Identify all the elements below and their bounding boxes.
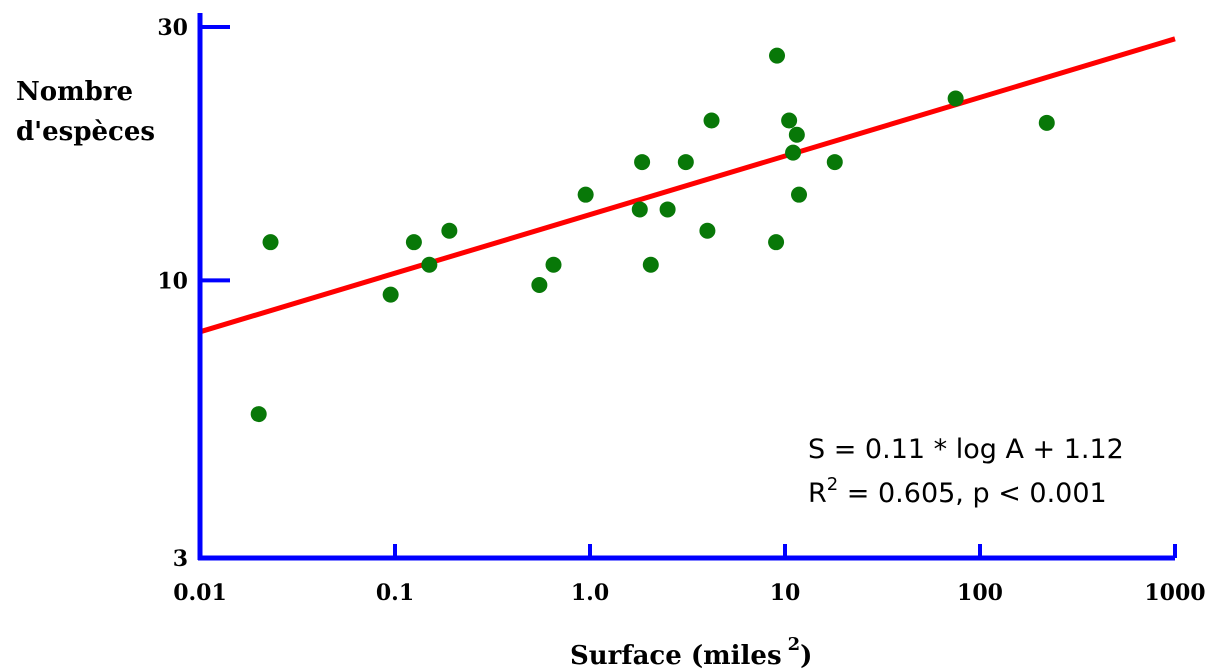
data-point [531,277,548,294]
x-tick-label: 1000 [1144,580,1205,606]
data-points-layer [250,47,1055,423]
regression-line [199,36,1176,335]
x-tick-label: 0.1 [376,580,414,606]
data-point [677,154,694,171]
r2-prefix: R [808,478,827,509]
data-point [577,186,594,203]
data-point [262,234,279,251]
data-point [642,256,659,273]
data-point [699,222,716,239]
y-axis-title-line1: Nombre [16,77,133,107]
axis-ticks: 3 10 30 0.01 0.1 1.0 10 100 1000 [157,15,1205,606]
data-point [947,90,964,107]
data-point [769,47,786,64]
x-tick-label: 0.01 [173,580,227,606]
axes [197,13,1175,561]
x-tick-label: 1.0 [571,580,609,606]
data-point [785,144,802,161]
data-point [382,286,399,303]
fit-line-layer [199,36,1176,335]
data-point [768,234,785,251]
regression-equation: S = 0.11 * log A + 1.12 [808,434,1124,465]
data-point [659,201,676,218]
data-point [634,154,651,171]
y-tick-label: 3 [173,546,188,572]
y-tick-label: 10 [157,268,188,294]
data-point [826,154,843,171]
x-tick-label: 100 [957,580,1003,606]
x-axis-title-superscript: 2 [788,634,801,655]
r2-superscript: 2 [827,474,838,495]
data-point [405,234,422,251]
x-axis-title-close: ) [800,641,812,670]
data-point [545,256,562,273]
x-axis-title: Surface (miles 2) [570,634,812,670]
data-point [1038,114,1055,131]
data-point [703,112,720,129]
data-point [421,256,438,273]
x-tick-label: 10 [770,580,801,606]
data-point [631,201,648,218]
x-axis-title-main: Surface (miles [570,641,782,670]
data-point [791,186,808,203]
data-point [250,406,267,423]
data-point [441,222,458,239]
y-tick-label: 30 [157,15,188,41]
data-point [788,126,805,143]
regression-stats: R2 = 0.605, p < 0.001 [808,474,1107,509]
r2-rest: = 0.605, p < 0.001 [838,478,1106,509]
y-axis-title-line2: d'espèces [16,117,155,147]
data-point [781,112,798,129]
